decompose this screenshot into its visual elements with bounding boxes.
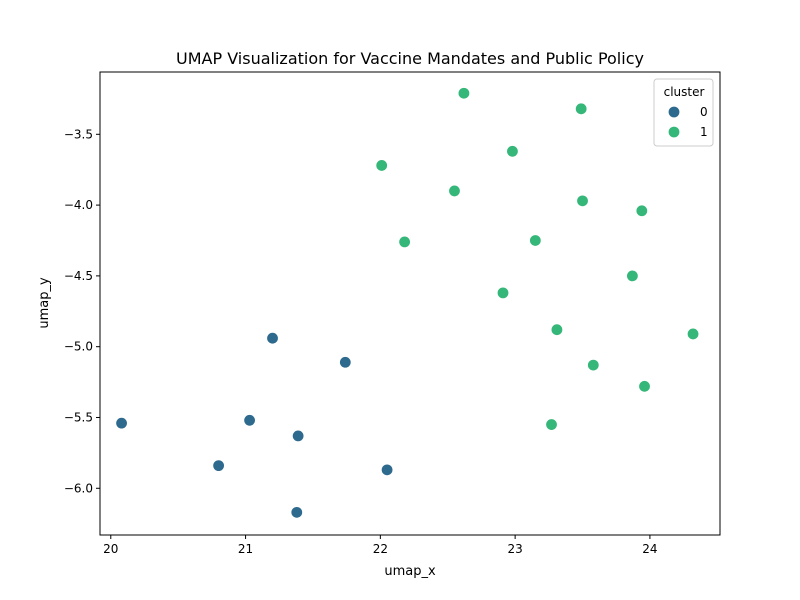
chart-title: UMAP Visualization for Vaccine Mandates … xyxy=(176,49,644,68)
data-point-cluster-0 xyxy=(265,331,280,345)
data-point-cluster-1 xyxy=(528,233,542,248)
x-tick-label: 22 xyxy=(373,542,388,556)
plot-area xyxy=(99,71,721,536)
data-point-cluster-1 xyxy=(447,184,462,198)
data-point-cluster-0 xyxy=(338,355,352,369)
data-point-cluster-1 xyxy=(575,194,590,208)
x-axis: 20 21 22 23 24 xyxy=(103,535,658,556)
y-tick-label: −3.5 xyxy=(64,127,93,141)
y-tick-label: −4.0 xyxy=(64,198,93,212)
legend-label: 0 xyxy=(700,105,708,119)
data-point-cluster-1 xyxy=(375,158,389,173)
data-point-cluster-1 xyxy=(550,323,564,337)
legend-marker xyxy=(667,105,681,119)
data-point-cluster-1 xyxy=(496,286,510,300)
data-point-cluster-0 xyxy=(212,459,226,473)
y-tick-label: −4.5 xyxy=(64,269,93,283)
legend: cluster 01 xyxy=(653,78,714,147)
y-tick-label: −5.0 xyxy=(64,340,93,354)
legend-marker xyxy=(667,125,681,139)
data-point-cluster-1 xyxy=(635,204,649,218)
data-points xyxy=(114,86,700,519)
y-axis-label: umap_y xyxy=(37,277,52,329)
data-point-cluster-1 xyxy=(637,379,652,393)
data-point-cluster-0 xyxy=(291,429,305,443)
data-point-cluster-1 xyxy=(574,102,588,116)
data-point-cluster-0 xyxy=(380,463,394,477)
data-point-cluster-1 xyxy=(398,235,412,249)
data-point-cluster-1 xyxy=(457,86,471,100)
legend-entries: 01 xyxy=(667,105,708,139)
data-point-cluster-1 xyxy=(586,358,600,372)
y-tick-label: −6.0 xyxy=(64,481,93,495)
data-point-cluster-0 xyxy=(114,416,129,430)
data-point-cluster-0 xyxy=(290,505,304,519)
y-tick-label: −5.5 xyxy=(64,410,93,424)
legend-label: 1 xyxy=(700,125,708,139)
x-tick-label: 20 xyxy=(103,542,118,556)
data-point-cluster-1 xyxy=(686,327,700,341)
data-point-cluster-1 xyxy=(505,144,520,158)
x-tick-label: 24 xyxy=(642,542,657,556)
x-tick-label: 23 xyxy=(507,542,522,556)
y-axis: −3.5 −4.0 −4.5 −5.0 −5.5 −6.0 xyxy=(64,127,100,495)
data-point-cluster-1 xyxy=(544,417,559,432)
data-point-cluster-1 xyxy=(625,269,639,283)
x-tick-label: 21 xyxy=(238,542,253,556)
data-point-cluster-0 xyxy=(243,413,257,427)
x-axis-label: umap_x xyxy=(384,564,436,579)
legend-title: cluster xyxy=(664,85,705,99)
